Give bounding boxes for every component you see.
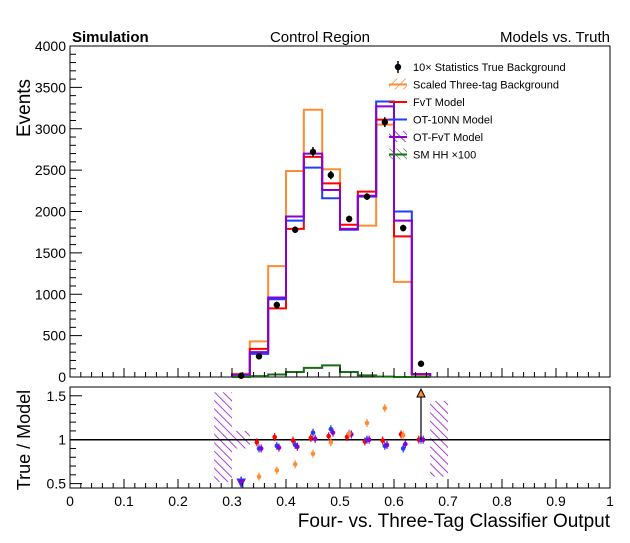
bottom-y-axis-title: True / Model: [14, 390, 34, 490]
hist-series-3: [231, 105, 432, 377]
top-y-axis-title: Events: [14, 79, 35, 137]
data-point: [291, 226, 299, 233]
bottom-x-axis: 0 0.1 0.2 0.3 0.4 0.5 0.6 0.7 0.8 0.9 1: [66, 479, 614, 509]
bottom-ratio-points: [254, 404, 426, 481]
ratio-point-3: [328, 440, 334, 445]
ratio-point-0: [326, 433, 331, 439]
ratio-point-3: [256, 474, 262, 479]
data-point: [381, 118, 389, 126]
x-axis-title: Four- vs. Three-Tag Classifier Output: [298, 511, 611, 532]
data-point: [363, 193, 371, 200]
ratio-point-2: [312, 436, 318, 442]
ratio-point-0: [308, 435, 314, 441]
ratio-point-0: [254, 440, 260, 445]
top-y-tick-label: 4000: [35, 38, 66, 54]
bottom-y-axis: 0.5 1 1.5: [47, 388, 82, 492]
x-tick-label: 0.1: [114, 493, 134, 509]
legend-label-2: OT-10NN Model: [413, 115, 492, 127]
data-point: [309, 148, 317, 156]
bottom-overflow-arrows: [236, 387, 426, 489]
error-band-2: [430, 401, 448, 477]
ratio-point-3: [274, 468, 280, 473]
legend-label-0: Scaled Three-tag Background: [413, 80, 559, 92]
data-point: [255, 353, 263, 360]
ratio-point-2: [420, 437, 426, 442]
ratio-point-0: [290, 438, 296, 443]
top-y-tick-label: 3500: [35, 79, 66, 95]
region-label: Control Region: [270, 29, 370, 46]
top-y-tick-label: 2000: [35, 204, 66, 220]
ratio-point-3: [364, 420, 370, 426]
ratio-point-1: [310, 430, 316, 435]
x-tick-label: 0: [66, 493, 74, 509]
hist-series-2: [231, 100, 432, 377]
ratio-point-3: [310, 451, 316, 457]
legend-label-4: SM HH ×100: [413, 150, 476, 162]
top-histograms: [231, 100, 432, 378]
ratio-point-3: [400, 433, 406, 438]
x-tick-label: 0.8: [492, 493, 512, 509]
ratio-point-2: [403, 441, 408, 447]
ratio-point-0: [380, 438, 385, 443]
x-tick-label: 0.6: [384, 493, 404, 509]
ratio-point-2: [276, 445, 282, 450]
arrow-head-up-1: [416, 387, 426, 398]
comparison-label: Models vs. Truth: [500, 29, 610, 46]
data-point: [237, 372, 245, 379]
top-y-tick-label: 2500: [35, 162, 66, 178]
bottom-panel-frame: [69, 386, 611, 489]
top-y-tick-label: 3000: [35, 121, 66, 137]
data-point: [417, 360, 425, 367]
bottom-error-bands: [214, 392, 448, 482]
simulation-label: Simulation: [72, 29, 149, 46]
top-y-tick-label: 0: [58, 369, 66, 385]
ratio-point-3: [346, 431, 352, 436]
x-tick-label: 0.9: [546, 493, 566, 509]
ratio-point-2: [295, 444, 300, 450]
arrow-head-down-0: [236, 478, 246, 489]
ratio-point-3: [292, 461, 298, 467]
ratio-point-1: [400, 446, 406, 451]
bottom-y-tick-label: 1.5: [47, 388, 67, 404]
ratio-point-2: [366, 437, 372, 442]
x-tick-label: 0.3: [222, 493, 242, 509]
ratio-point-1: [328, 426, 334, 432]
x-tick-label: 0.7: [438, 493, 458, 509]
legend-label-3: OT-FvT Model: [413, 132, 483, 144]
x-tick-label: 1: [606, 493, 614, 509]
x-tick-label: 0.4: [276, 493, 296, 509]
ratio-point-3: [382, 405, 388, 411]
top-y-tick-label: 500: [43, 328, 67, 344]
legend-label-points: 10× Statistics True Background: [413, 62, 566, 74]
ratio-point-0: [344, 434, 350, 440]
data-point: [273, 301, 281, 309]
data-point: [345, 215, 353, 223]
bottom-y-tick-label: 1: [58, 432, 66, 448]
x-tick-label: 0.2: [168, 493, 188, 509]
x-tick-label: 0.5: [330, 493, 350, 509]
data-point: [399, 224, 407, 232]
ratio-point-2: [258, 446, 264, 451]
error-band-0: [214, 392, 232, 482]
legend-points-marker: [394, 63, 402, 71]
data-point: [327, 171, 335, 179]
top-y-tick-label: 1000: [35, 286, 66, 302]
hist-series-1: [231, 118, 432, 377]
hist-series-0: [231, 108, 432, 377]
top-y-axis: 0 500 1000 1500 2000 2500 3000 3500 4000: [35, 38, 82, 385]
top-x-ticks: [69, 368, 611, 377]
top-data-points: [237, 117, 425, 379]
bottom-y-tick-label: 0.5: [47, 476, 67, 492]
ratio-point-0: [272, 434, 277, 440]
legend: 10× Statistics True Background Scaled Thr…: [389, 61, 566, 162]
hist-series-4: [232, 364, 431, 378]
top-y-tick-label: 1500: [35, 245, 66, 261]
legend-label-1: FvT Model: [413, 97, 465, 109]
ratio-point-2: [330, 430, 336, 435]
ratio-point-2: [384, 442, 390, 448]
